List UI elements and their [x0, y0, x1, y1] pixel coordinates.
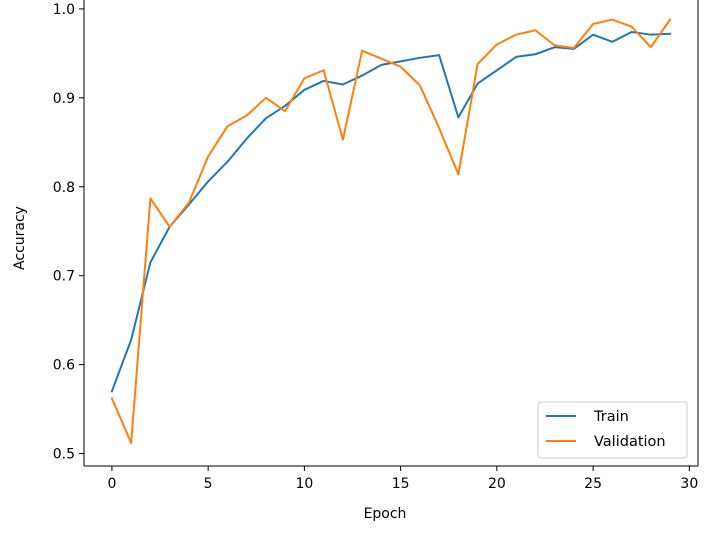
x-tick-label: 20	[488, 476, 506, 492]
x-tick-label: 30	[680, 476, 698, 492]
x-tick-label: 25	[584, 476, 602, 492]
y-axis-label: Accuracy	[12, 206, 28, 270]
x-axis-label: Epoch	[364, 506, 407, 522]
y-tick-label: 0.5	[53, 447, 75, 463]
y-tick-label: 0.7	[53, 269, 75, 285]
y-tick-label: 0.6	[53, 358, 75, 374]
ticks-layer: 0 5 10 15 20 25 30 0.5 0.6 0.7 0.8 0.9 1.0	[53, 2, 699, 492]
y-tick-label: 0.8	[53, 180, 75, 196]
x-tick-label: 15	[392, 476, 410, 492]
x-tick-label: 0	[107, 476, 116, 492]
series-layer	[110, 18, 672, 444]
axes-frame	[83, 0, 699, 467]
legend-label-train: Train	[593, 409, 629, 425]
series-line-validation	[110, 18, 672, 444]
y-tick-label: 0.9	[53, 91, 75, 107]
plot-area	[84, 0, 698, 466]
legend: Train Validation	[537, 401, 688, 459]
x-tick-label: 5	[204, 476, 213, 492]
y-tick-label: 1.0	[53, 2, 75, 18]
legend-label-validation: Validation	[594, 434, 666, 450]
x-tick-label: 10	[295, 476, 313, 492]
